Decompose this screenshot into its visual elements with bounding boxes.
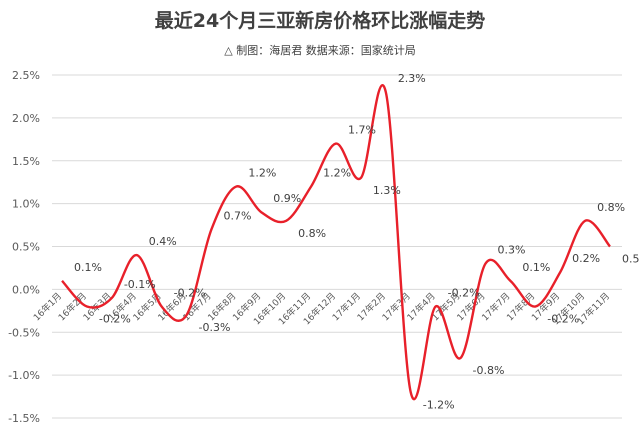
y-tick-label: 2.0% — [12, 112, 40, 125]
data-label: 0.1% — [74, 261, 102, 274]
y-tick-label: -0.5% — [8, 326, 40, 339]
data-label: 1.2% — [248, 166, 276, 179]
data-label: 0.3% — [497, 244, 525, 257]
data-label: -0.2% — [448, 287, 480, 300]
y-tick-label: -1.5% — [8, 412, 40, 425]
series-layer — [61, 84, 611, 401]
y-axis-ticks: -1.5% -1.0% -0.5% 0.0% 0.5% 1.0% 1.5% 2.0% 2.5% — [8, 69, 40, 425]
data-label: 1.7% — [348, 124, 376, 137]
data-label: -0.8% — [473, 364, 505, 377]
data-label: 0.4% — [149, 235, 177, 248]
data-label: 1.3% — [373, 184, 401, 197]
y-tick-label: 0.5% — [12, 241, 40, 254]
data-label: -0.2% — [547, 313, 579, 326]
data-label: -0.1% — [124, 278, 156, 291]
y-tick-label: 1.5% — [12, 155, 40, 168]
chart-title: 最近24个月三亚新房价格环比涨幅走势 — [154, 10, 486, 32]
data-label: -0.3% — [199, 321, 231, 334]
data-label: 0.8% — [298, 227, 326, 240]
data-label: 0.1% — [522, 261, 550, 274]
y-tick-label: 2.5% — [12, 69, 40, 82]
series-line — [61, 84, 611, 401]
data-label: 0.7% — [223, 209, 251, 222]
gridlines — [52, 74, 622, 419]
data-label: 1.2% — [323, 166, 351, 179]
data-label: -0.2% — [99, 313, 131, 326]
chart-subtitle: △ 制图：海居君 数据来源：国家统计局 — [224, 44, 416, 57]
y-tick-label: 1.0% — [12, 198, 40, 211]
y-tick-label: -1.0% — [8, 369, 40, 382]
data-label: -0.2% — [174, 287, 206, 300]
data-label: 0.8% — [597, 201, 625, 214]
data-label: 0.2% — [572, 252, 600, 265]
data-labels: 0.1% -0.2% -0.1% 0.4% -0.2% -0.3% 0.7% 1.2% 0.9%… — [74, 72, 640, 411]
data-label: -1.2% — [423, 398, 455, 411]
data-label: 0.9% — [273, 192, 301, 205]
data-label: 2.3% — [398, 72, 426, 85]
y-tick-label: 0.0% — [12, 283, 40, 296]
data-label: 0.5% — [622, 253, 640, 266]
